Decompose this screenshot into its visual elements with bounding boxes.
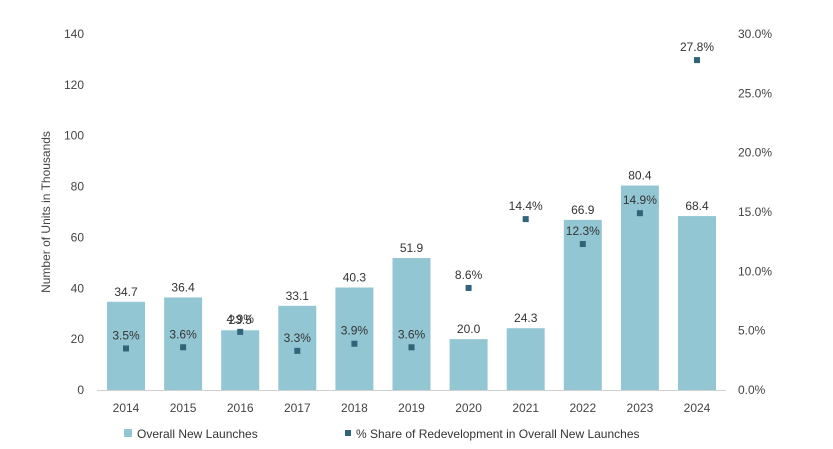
x-tick-label: 2024	[684, 401, 711, 415]
right-tick-label: 5.0%	[738, 324, 766, 338]
share-value-label: 12.3%	[566, 224, 600, 238]
bar-value-label: 33.1	[286, 289, 310, 303]
right-tick-label: 15.0%	[738, 205, 772, 219]
x-tick-label: 2017	[284, 401, 311, 415]
x-tick-label: 2022	[569, 401, 596, 415]
bar-value-label: 34.7	[114, 285, 138, 299]
share-marker	[123, 345, 129, 352]
bar-value-label: 68.4	[685, 199, 709, 213]
left-tick-label: 100	[64, 129, 84, 143]
share-marker	[237, 328, 244, 335]
left-tick-label: 0	[77, 383, 84, 397]
right-tick-label: 10.0%	[738, 264, 772, 278]
bar	[506, 328, 545, 390]
share-marker	[579, 241, 586, 248]
bar-value-label: 40.3	[343, 271, 367, 285]
share-value-label: 3.3%	[284, 331, 312, 345]
share-value-label: 3.9%	[341, 324, 369, 338]
x-tick-label: 2014	[113, 401, 140, 415]
share-marker	[408, 344, 415, 351]
x-tick-label: 2015	[170, 401, 197, 415]
right-tick-label: 25.0%	[738, 86, 772, 100]
bar-value-label: 66.9	[571, 203, 595, 217]
bar-value-label: 24.3	[514, 311, 538, 325]
right-tick-label: 0.0%	[738, 383, 766, 397]
bar	[449, 339, 488, 390]
legend-marker-swatch	[345, 430, 351, 436]
left-tick-label: 80	[71, 180, 85, 194]
left-axis: 0 20 40 60 80 100 120 140	[64, 27, 84, 397]
bar-value-label: 20.0	[457, 322, 481, 336]
share-value-label: 4.9%	[227, 312, 255, 326]
bar	[164, 297, 203, 390]
right-tick-label: 20.0%	[738, 146, 772, 160]
share-value-label: 14.4%	[509, 199, 543, 213]
marker-series: 3.5% 3.6% 4.9% 3.3% 3.9% 3.6% 8.6% 14.4% 12.3% 14…	[112, 40, 714, 354]
x-tick-label: 2020	[455, 401, 482, 415]
y-axis-title: Number of Units in Thousands	[39, 131, 53, 293]
bar-value-label: 36.4	[171, 280, 195, 294]
share-value-label: 3.6%	[398, 327, 426, 341]
bar	[335, 287, 374, 390]
bar-series: 34.7 36.4 23.5 33.1 40.3 51.9 20.0 24.3 66.9 80.4…	[107, 169, 716, 390]
bar	[563, 219, 602, 390]
share-marker	[180, 344, 187, 351]
legend: Overall New Launches % Share of Redevelo…	[124, 427, 640, 441]
left-tick-label: 120	[64, 78, 84, 92]
share-marker	[294, 347, 301, 354]
bar	[221, 330, 260, 390]
x-tick-label: 2016	[227, 401, 254, 415]
share-value-label: 3.5%	[112, 328, 140, 342]
bar	[678, 216, 716, 390]
bar-value-label: 80.4	[628, 169, 652, 183]
legend-bar-label: Overall New Launches	[137, 427, 258, 441]
legend-marker-label: % Share of Redevelopment in Overall New …	[356, 427, 640, 441]
right-axis: 0.0% 5.0% 10.0% 15.0% 20.0% 25.0% 30.0%	[738, 27, 772, 397]
bar	[392, 258, 431, 390]
share-marker	[522, 216, 529, 223]
share-value-label: 3.6%	[169, 327, 197, 341]
x-axis: 2014 2015 2016 2017 2018 2019 2020 2021 2022 2023…	[97, 390, 726, 415]
x-tick-label: 2023	[627, 401, 654, 415]
share-marker	[465, 284, 472, 291]
share-marker	[351, 340, 358, 347]
left-tick-label: 60	[71, 230, 85, 244]
x-tick-label: 2018	[341, 401, 368, 415]
left-tick-label: 20	[71, 332, 85, 346]
legend-bar-swatch	[124, 429, 132, 437]
share-value-label: 27.8%	[680, 40, 714, 54]
right-tick-label: 30.0%	[738, 27, 772, 41]
bar	[620, 185, 659, 390]
x-tick-label: 2021	[512, 401, 539, 415]
bar-value-label: 23.5	[229, 313, 253, 327]
share-marker	[636, 210, 643, 217]
bar-value-label: 51.9	[400, 241, 424, 255]
share-value-label: 8.6%	[455, 268, 483, 282]
share-value-label: 14.9%	[623, 193, 657, 207]
x-tick-label: 2019	[398, 401, 425, 415]
share-marker	[694, 57, 700, 64]
left-tick-label: 40	[71, 281, 85, 295]
left-tick-label: 140	[64, 27, 84, 41]
